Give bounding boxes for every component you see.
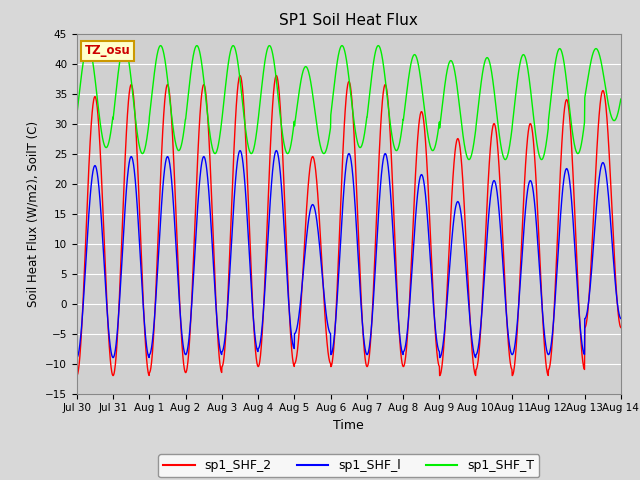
sp1_SHF_2 bbox=[584, 306, 592, 312]
Title: SP1 Soil Heat Flux: SP1 Soil Heat Flux bbox=[280, 13, 418, 28]
sp1_SHF_T bbox=[570, 134, 577, 140]
sp1_SHF_l bbox=[225, 291, 232, 297]
sp1_SHF_l bbox=[569, 216, 577, 222]
sp1_SHF_T bbox=[508, 132, 515, 138]
sp1_SHF_T bbox=[73, 112, 81, 118]
sp1_SHF_l bbox=[507, 349, 515, 355]
Line: sp1_SHF_l: sp1_SHF_l bbox=[77, 151, 621, 358]
sp1_SHF_l bbox=[365, 348, 372, 354]
sp1_SHF_l bbox=[617, 316, 625, 322]
sp1_SHF_2 bbox=[236, 72, 244, 78]
sp1_SHF_T bbox=[376, 46, 384, 52]
Legend: sp1_SHF_2, sp1_SHF_l, sp1_SHF_T: sp1_SHF_2, sp1_SHF_l, sp1_SHF_T bbox=[159, 455, 539, 477]
X-axis label: Time: Time bbox=[333, 419, 364, 432]
sp1_SHF_T bbox=[225, 58, 232, 63]
Line: sp1_SHF_T: sp1_SHF_T bbox=[77, 46, 621, 159]
sp1_SHF_T bbox=[617, 96, 625, 102]
sp1_SHF_2 bbox=[507, 364, 515, 370]
sp1_SHF_l bbox=[236, 148, 244, 154]
Line: sp1_SHF_2: sp1_SHF_2 bbox=[77, 75, 621, 375]
sp1_SHF_2 bbox=[365, 359, 372, 365]
sp1_SHF_T bbox=[465, 156, 473, 162]
sp1_SHF_2 bbox=[569, 169, 577, 175]
Y-axis label: Soil Heat Flux (W/m2), SoilT (C): Soil Heat Flux (W/m2), SoilT (C) bbox=[26, 120, 40, 307]
sp1_SHF_2 bbox=[225, 280, 232, 286]
sp1_SHF_l bbox=[73, 355, 81, 360]
sp1_SHF_T bbox=[365, 101, 372, 107]
sp1_SHF_T bbox=[84, 43, 92, 48]
sp1_SHF_l bbox=[584, 303, 592, 309]
sp1_SHF_T bbox=[584, 73, 592, 79]
sp1_SHF_2 bbox=[376, 128, 384, 133]
sp1_SHF_2 bbox=[617, 324, 625, 330]
Text: TZ_osu: TZ_osu bbox=[85, 44, 131, 58]
sp1_SHF_2 bbox=[73, 372, 81, 378]
sp1_SHF_l bbox=[376, 183, 384, 189]
